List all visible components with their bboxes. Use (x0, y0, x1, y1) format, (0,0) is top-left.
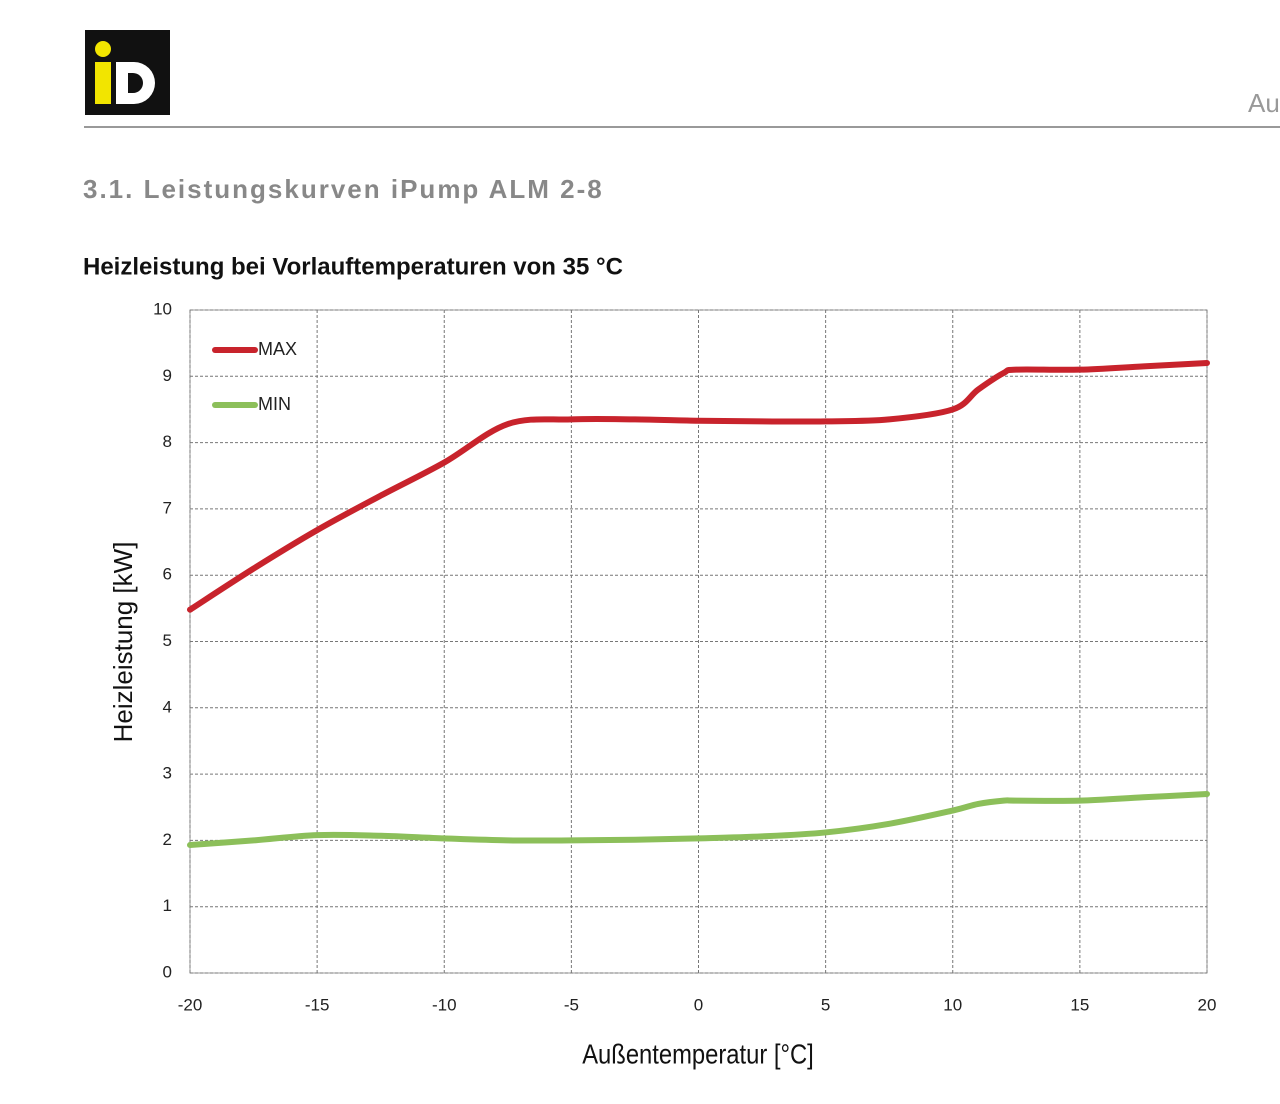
y-tick-label: 5 (163, 631, 172, 650)
chart-title: Heizleistung bei Vorlauftemperaturen von… (83, 253, 623, 280)
y-tick-label: 0 (163, 962, 172, 981)
data-line (187, 360, 1210, 613)
legend-label: MIN (258, 394, 291, 414)
y-tick-label: 2 (163, 830, 172, 849)
y-tick-label: 9 (163, 366, 172, 385)
x-tick-label: 5 (821, 995, 830, 1014)
y-axis-label: Heizleistung [kW] (108, 542, 138, 743)
x-axis-label: Außentemperatur [°C] (582, 1038, 814, 1070)
y-tick-label: 1 (163, 896, 172, 915)
y-tick-label: 6 (163, 565, 172, 584)
y-tick-label: 8 (163, 432, 172, 451)
logo-i (95, 62, 111, 104)
x-tick-label: 10 (943, 995, 962, 1014)
x-tick-label: -20 (178, 995, 203, 1014)
x-tick-label: -15 (305, 995, 330, 1014)
y-tick-label: 7 (163, 498, 172, 517)
legend-label: MAX (258, 339, 297, 359)
header-text: Au (1248, 88, 1280, 118)
x-tick-label: 0 (694, 995, 703, 1014)
logo (85, 30, 170, 115)
y-tick-label: 3 (163, 764, 172, 783)
section-title: 3.1. Leistungskurven iPump ALM 2-8 (83, 174, 604, 204)
data-line (187, 790, 1210, 849)
logo-dot (95, 41, 111, 57)
x-tick-label: 15 (1070, 995, 1089, 1014)
x-tick-label: -5 (564, 995, 579, 1014)
logo-d (116, 62, 155, 104)
y-tick-label: 4 (163, 697, 172, 716)
x-tick-label: -10 (432, 995, 457, 1014)
y-tick-label: 10 (153, 299, 172, 318)
x-tick-label: 20 (1198, 995, 1217, 1014)
